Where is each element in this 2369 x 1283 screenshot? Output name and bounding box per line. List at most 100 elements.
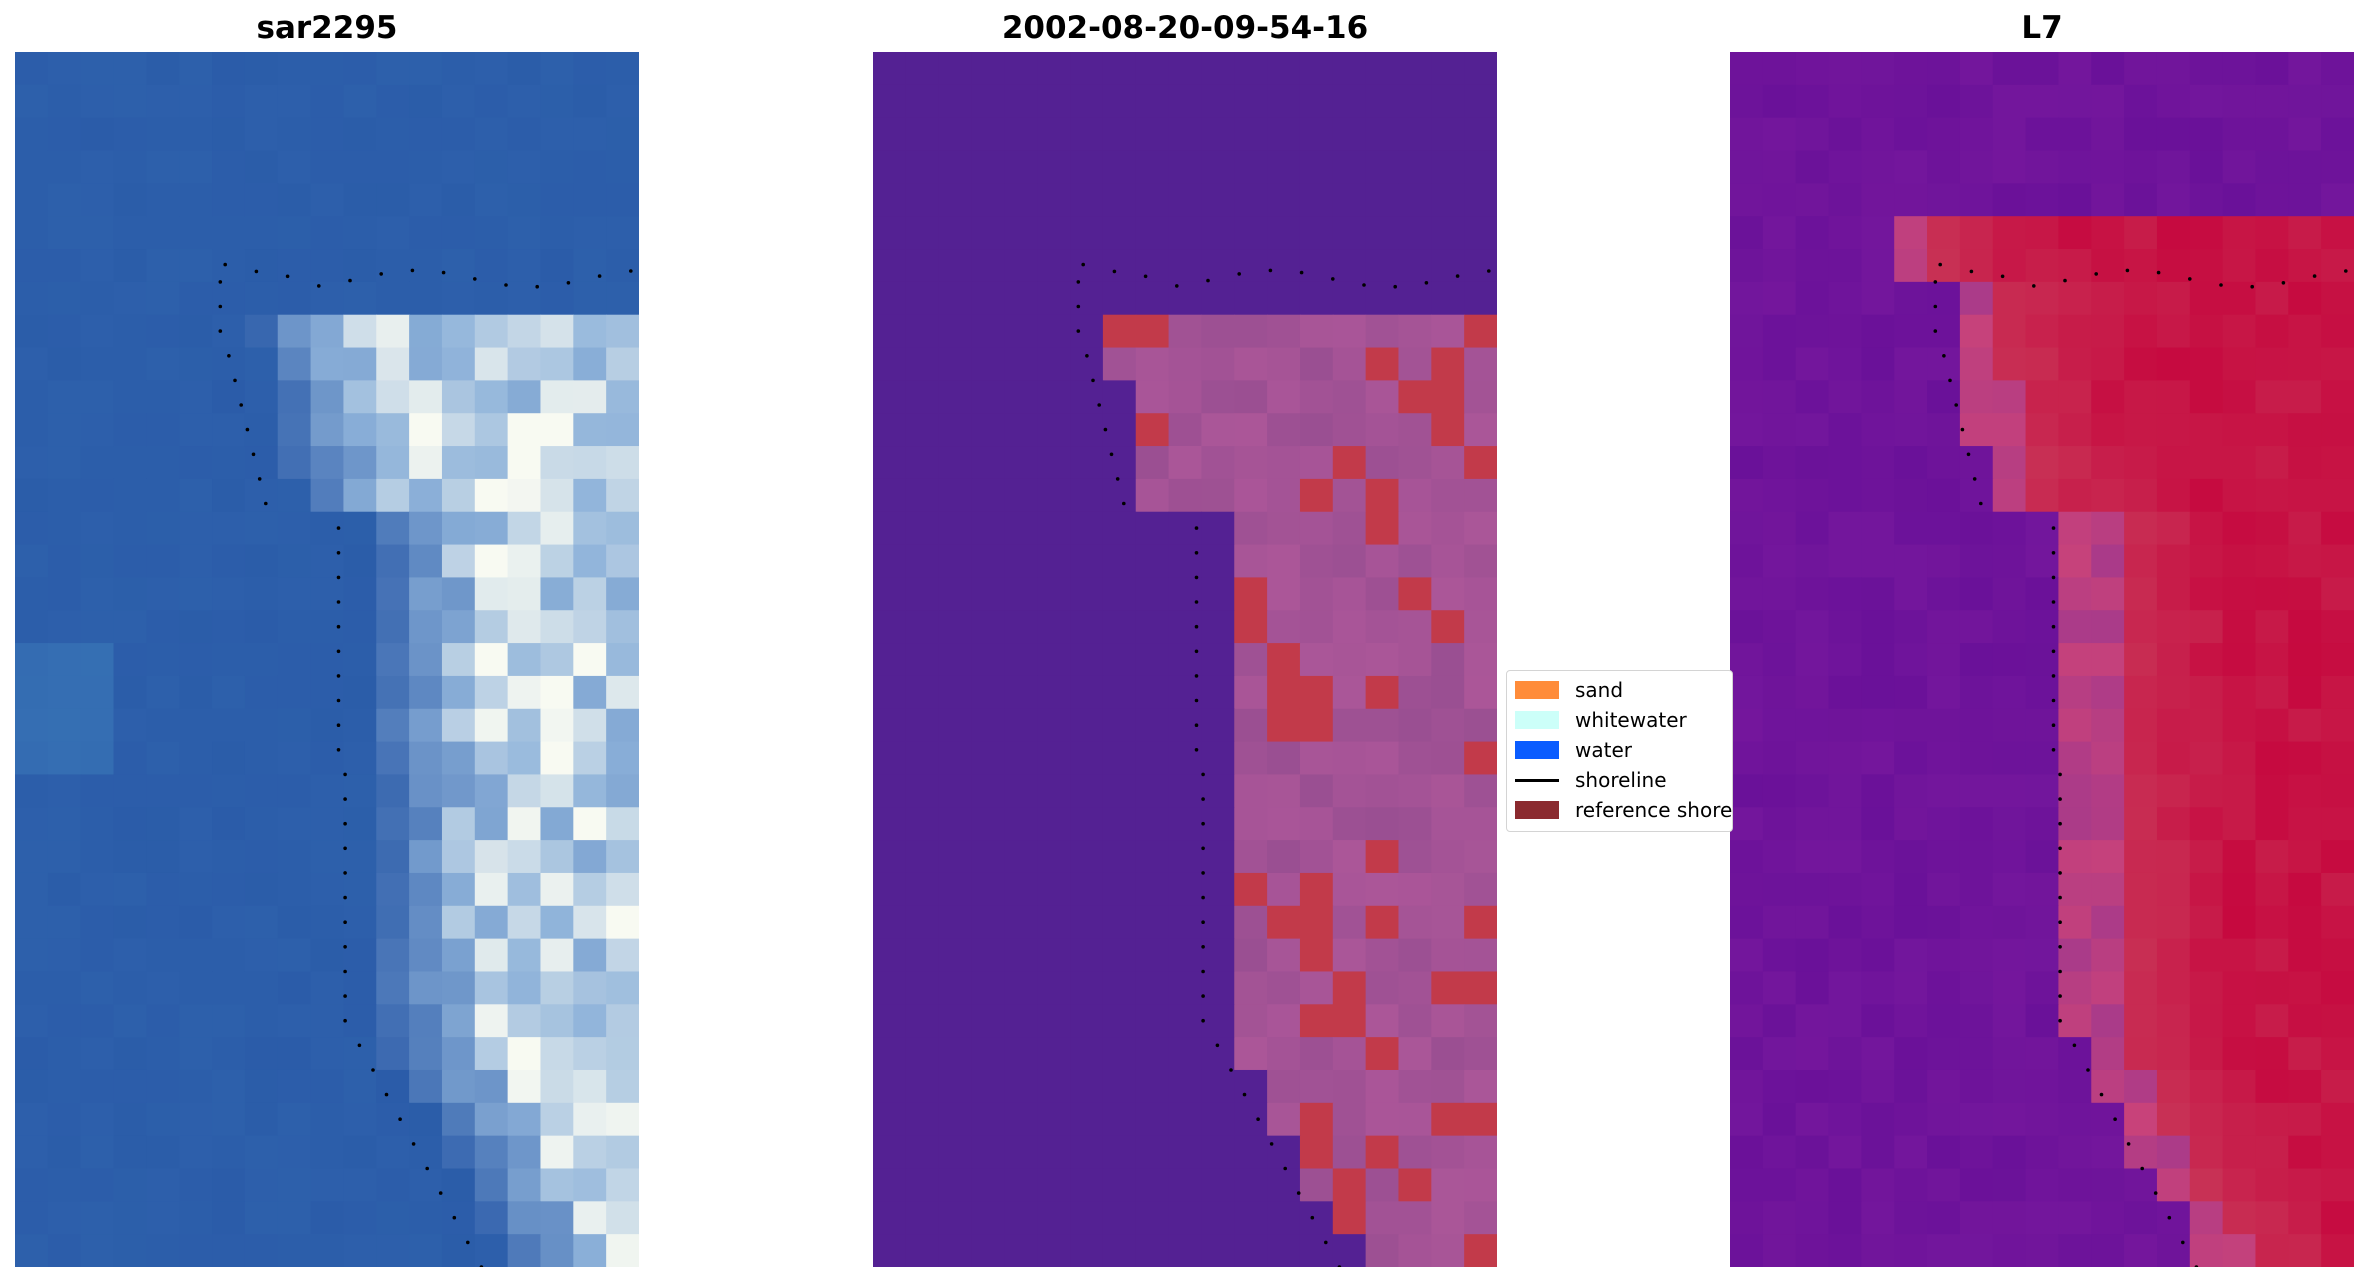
class-pixel — [1004, 741, 1038, 776]
class-pixel — [1299, 216, 1334, 250]
sar-pixel — [80, 117, 115, 152]
sar-pixel — [606, 1037, 639, 1071]
class-pixel — [1431, 840, 1465, 874]
index-pixel — [1828, 840, 1862, 874]
sar-pixel — [146, 1135, 180, 1170]
sar-pixel — [277, 413, 312, 447]
index-pixel — [1730, 675, 1764, 710]
index-pixel — [2255, 1004, 2289, 1038]
sar-pixel — [474, 544, 509, 579]
class-pixel — [1234, 511, 1268, 546]
sar-pixel — [540, 249, 574, 283]
index-pixel — [2222, 840, 2257, 874]
sar-pixel — [441, 281, 476, 316]
index-pixel — [2091, 872, 2125, 907]
class-pixel — [1299, 872, 1334, 907]
sar-pixel — [441, 216, 476, 250]
class-pixel — [1431, 478, 1465, 513]
index-pixel — [1861, 1102, 1895, 1137]
sar-pixel — [507, 1102, 542, 1137]
sar-pixel — [277, 52, 312, 86]
index-pixel — [2124, 610, 2158, 644]
class-pixel — [1267, 1102, 1301, 1137]
class-pixel — [1332, 511, 1367, 546]
sar-pixel — [244, 708, 279, 743]
index-pixel — [1828, 1135, 1862, 1170]
class-pixel — [1332, 971, 1367, 1005]
class-pixel — [1168, 281, 1203, 316]
class-pixel — [1004, 511, 1038, 546]
class-pixel — [1102, 741, 1137, 776]
class-pixel — [1004, 446, 1038, 480]
class-pixel — [971, 150, 1005, 184]
class-pixel — [873, 577, 907, 611]
class-pixel — [971, 446, 1005, 480]
sar-pixel — [376, 938, 410, 973]
index-pixel — [1762, 1168, 1797, 1202]
index-pixel — [2321, 446, 2354, 480]
class-pixel — [1431, 675, 1465, 710]
index-pixel — [1959, 1102, 1994, 1137]
index-pixel — [2222, 938, 2257, 973]
class-pixel — [1102, 577, 1137, 611]
class-pixel — [1102, 610, 1137, 644]
index-pixel — [2189, 1004, 2224, 1038]
index-pixel — [2156, 741, 2191, 776]
class-pixel — [1135, 643, 1170, 677]
sar-pixel — [540, 872, 574, 907]
index-pixel — [2321, 741, 2354, 776]
index-pixel — [1927, 774, 1961, 808]
class-pixel — [1332, 774, 1367, 808]
index-pixel — [1861, 840, 1895, 874]
class-pixel — [1168, 117, 1203, 152]
class-pixel — [1332, 249, 1367, 283]
class-pixel — [1267, 150, 1301, 184]
class-pixel — [1168, 741, 1203, 776]
index-pixel — [1730, 150, 1764, 184]
index-pixel — [2025, 117, 2060, 152]
class-pixel — [1299, 577, 1334, 611]
index-pixel — [2058, 347, 2092, 381]
sar-pixel — [376, 52, 410, 86]
index-pixel — [2124, 511, 2158, 546]
class-pixel — [1004, 971, 1038, 1005]
index-pixel — [1959, 807, 1994, 841]
sar-pixel — [474, 708, 509, 743]
sar-pixel — [146, 347, 180, 381]
sar-pixel — [212, 1168, 246, 1202]
sar-pixel — [80, 840, 115, 874]
index-pixel — [2124, 84, 2158, 119]
class-pixel — [1398, 971, 1432, 1005]
sar-pixel — [376, 708, 410, 743]
class-pixel — [873, 84, 907, 119]
sar-pixel — [277, 938, 312, 973]
index-pixel — [2091, 643, 2125, 677]
index-pixel — [1992, 216, 2027, 250]
sar-pixel — [573, 708, 607, 743]
index-pixel — [1730, 840, 1764, 874]
class-pixel — [1398, 741, 1432, 776]
index-pixel — [2025, 971, 2060, 1005]
class-pixel — [905, 216, 940, 250]
sar-pixel — [146, 643, 180, 677]
class-pixel — [1037, 117, 1071, 152]
sar-pixel — [80, 1168, 115, 1202]
panel-title-sar: sar2295 — [256, 10, 398, 46]
class-pixel — [1299, 511, 1334, 546]
sar-pixel — [146, 807, 180, 841]
class-pixel — [1398, 150, 1432, 184]
index-pixel — [1894, 1102, 1928, 1137]
index-pixel — [1828, 1037, 1862, 1071]
class-pixel — [1234, 905, 1268, 940]
sar-pixel — [343, 216, 377, 250]
index-pixel — [1828, 1168, 1862, 1202]
index-pixel — [1730, 708, 1764, 743]
sar-pixel — [15, 741, 49, 776]
index-pixel — [2189, 1234, 2224, 1267]
index-pixel — [2124, 1037, 2158, 1071]
sar-pixel — [146, 872, 180, 907]
class-pixel — [1102, 84, 1137, 119]
sar-pixel — [507, 380, 542, 414]
sar-pixel — [179, 610, 213, 644]
index-pixel — [2025, 807, 2060, 841]
